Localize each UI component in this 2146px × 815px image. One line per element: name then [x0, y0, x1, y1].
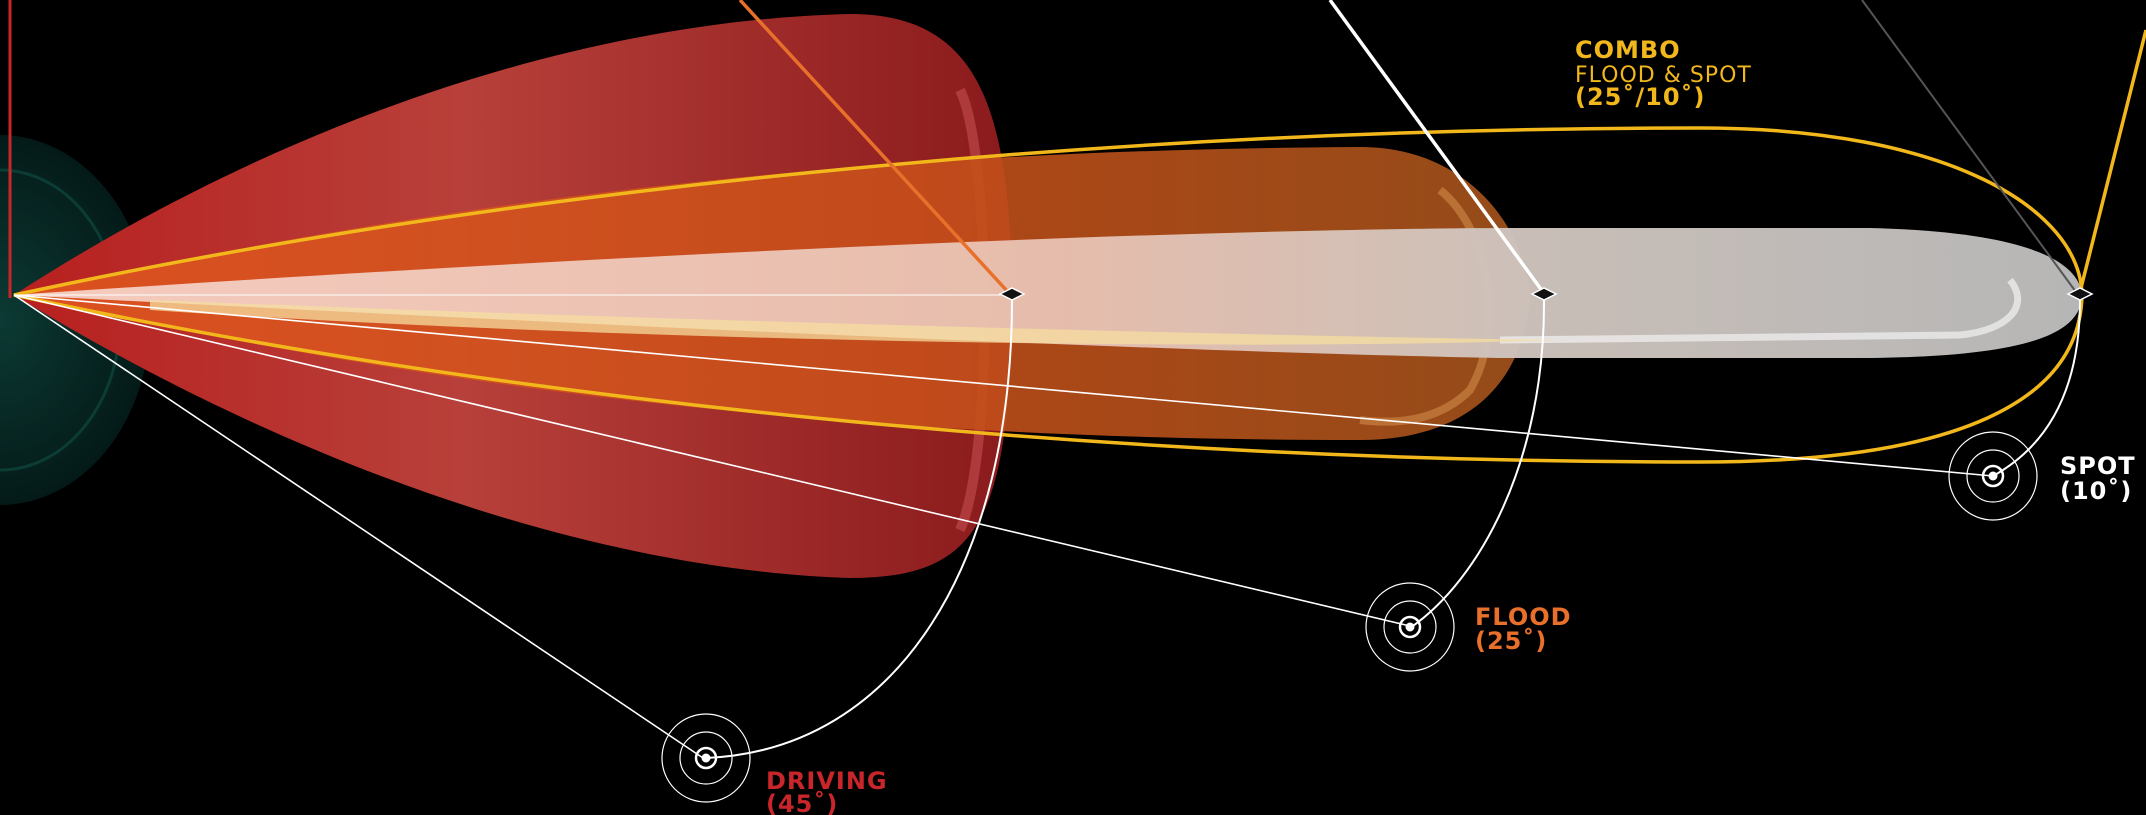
- spot-callout-line: [1861, 0, 2077, 293]
- target-icon-spot: [1948, 431, 2038, 521]
- spot-beam-rim: [1499, 277, 2022, 344]
- combo-label: COMBO FLOOD & SPOT (25˚/10˚): [1575, 36, 1752, 111]
- flood-label: FLOOD (25˚): [1475, 603, 1572, 655]
- flood-angle: (25˚): [1475, 627, 1547, 655]
- driving-label: DRIVING (45˚): [766, 767, 888, 815]
- driving-title: DRIVING: [766, 767, 888, 795]
- combo-callout-line: [2078, 29, 2146, 293]
- flood-title: FLOOD: [1475, 603, 1572, 631]
- spot-core-streak: [150, 300, 1560, 345]
- combo-subtitle: FLOOD & SPOT: [1575, 63, 1752, 88]
- target-icon-driving: [661, 713, 751, 803]
- spot-title: SPOT: [2060, 452, 2136, 480]
- spot-label: SPOT (10˚): [2060, 452, 2136, 505]
- target-icon-flood: [1365, 582, 1455, 672]
- combo-title: COMBO: [1575, 36, 1681, 64]
- flood-callout-line: [1328, 0, 1545, 294]
- leader-rays: [13, 294, 1994, 761]
- combo-angle: (25˚/10˚): [1575, 83, 1706, 111]
- spot-beam: [14, 228, 2082, 358]
- spot-angle: (10˚): [2060, 477, 2132, 505]
- driving-angle: (45˚): [766, 790, 838, 815]
- curved-leaders: [705, 299, 2081, 759]
- beam-end-markers: [998, 287, 2094, 301]
- driving-callout-line: [738, 0, 1010, 294]
